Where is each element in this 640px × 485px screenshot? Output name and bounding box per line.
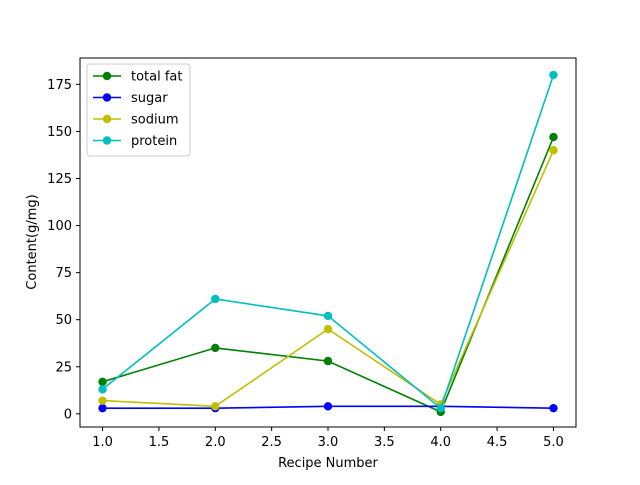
- legend-label-1: sugar: [131, 91, 168, 106]
- legend-box: [86, 63, 191, 157]
- data-point-2-0: [98, 396, 107, 405]
- data-point-1-4: [549, 403, 558, 413]
- data-point-3-0: [98, 385, 107, 394]
- y-tick-label-5: 125: [47, 172, 72, 187]
- x-tick-label-5: 3.5: [374, 435, 395, 450]
- y-tick-label-7: 175: [47, 78, 72, 93]
- y-tick-label-0: 0: [64, 407, 72, 422]
- data-point-2-4: [549, 146, 558, 155]
- x-tick-label-8: 5.0: [543, 435, 564, 450]
- legend-marker-0: [102, 71, 112, 81]
- x-tick-label-4: 3.0: [318, 435, 339, 450]
- data-point-0-0: [98, 377, 107, 387]
- data-point-3-1: [211, 294, 220, 304]
- x-tick-label-3: 2.5: [261, 435, 282, 450]
- y-tick-label-4: 100: [47, 219, 72, 234]
- series-line-2: [102, 149, 555, 408]
- y-tick-label-3: 75: [55, 266, 72, 281]
- legend-label-3: protein: [131, 134, 177, 149]
- data-point-1-2: [323, 402, 333, 411]
- data-point-0-1: [211, 343, 220, 353]
- axes: 1.0 1.5 2.0 2.5 3.0 3.5 4.0 4.5 5.0 0 25 50 75 100 125…: [47, 57, 577, 450]
- y-tick-label-2: 50: [55, 313, 72, 328]
- legend-marker-1: [102, 93, 112, 102]
- data-point-1-0: [98, 403, 107, 413]
- data-point-3-2: [323, 311, 333, 321]
- legend-marker-2: [102, 114, 112, 124]
- y-tick-label-1: 25: [55, 360, 72, 375]
- legend-label-0: total fat: [131, 70, 183, 85]
- x-tick-label-7: 4.5: [487, 435, 508, 450]
- y-tick-label-6: 150: [47, 125, 72, 140]
- data-point-2-2: [323, 324, 333, 334]
- data-point-3-4: [549, 70, 558, 80]
- x-tick-label-6: 4.0: [430, 435, 451, 450]
- data-point-3-3: [436, 403, 445, 413]
- x-tick-label-1: 1.5: [149, 435, 170, 450]
- plot-area: [98, 70, 558, 417]
- y-axis-label: Content(g/mg): [25, 194, 40, 289]
- legend-label-2: sodium: [131, 113, 179, 128]
- data-point-0-2: [323, 356, 333, 366]
- legend: total fat sugar sodium protein: [86, 63, 191, 157]
- data-point-2-1: [211, 402, 220, 411]
- x-tick-label-0: 1.0: [92, 435, 113, 450]
- x-axis-label: Recipe Number: [278, 456, 378, 471]
- data-point-0-4: [549, 132, 558, 142]
- legend-marker-3: [102, 136, 112, 145]
- x-tick-label-2: 2.0: [205, 435, 226, 450]
